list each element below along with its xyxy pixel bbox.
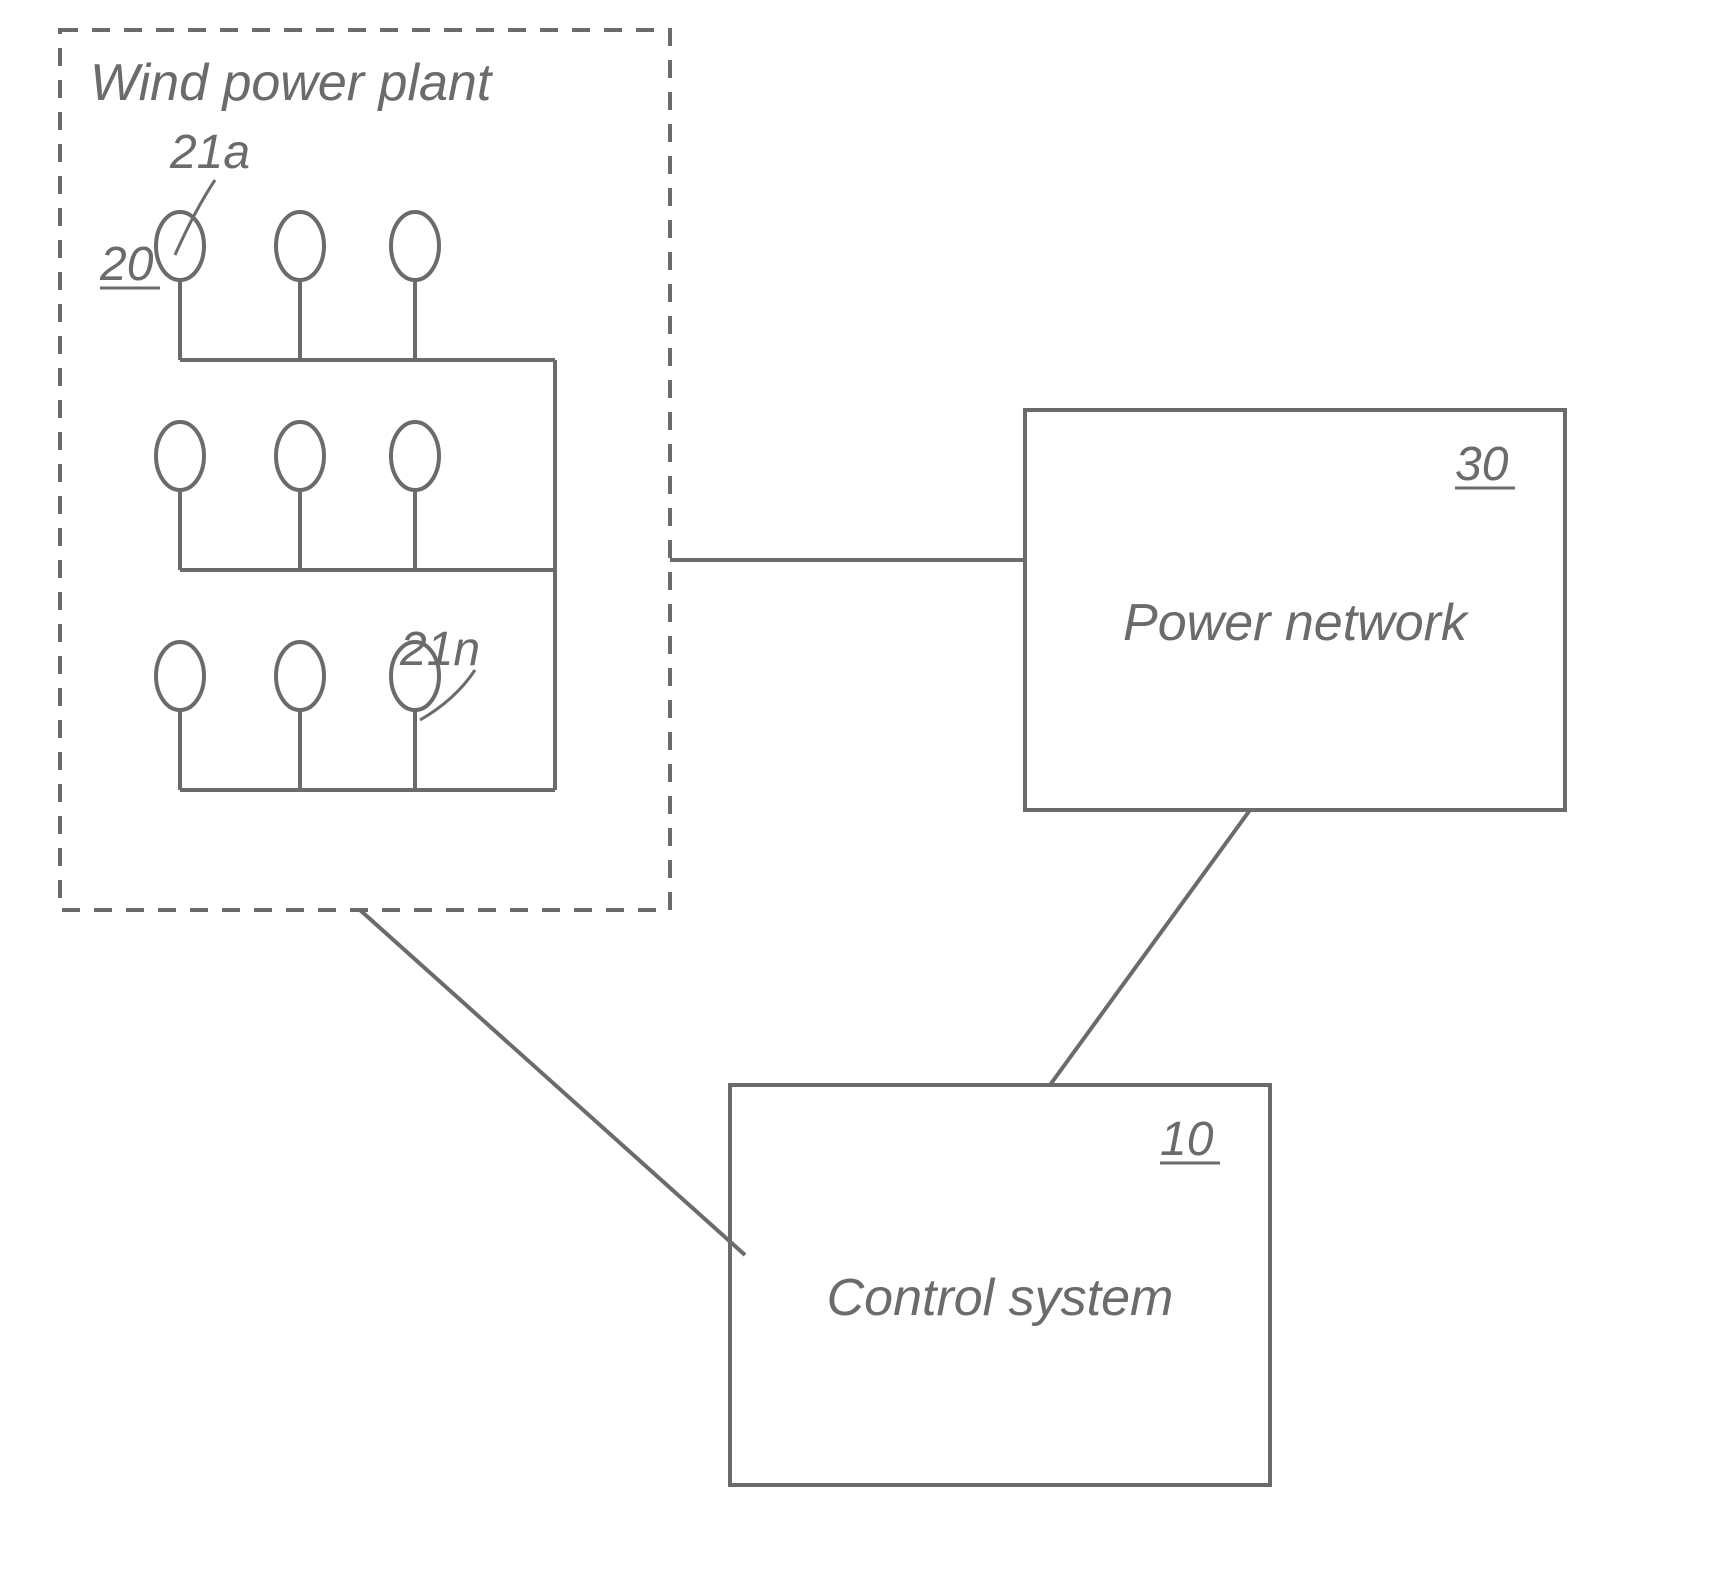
connector-network-to-control [1050, 810, 1250, 1085]
turbine-head-icon [156, 422, 204, 490]
control-system-box: 10 Control system [730, 1085, 1270, 1485]
connector-plant-to-control [360, 910, 745, 1255]
power-network-title: Power network [1123, 594, 1470, 652]
turbine-head-icon [391, 422, 439, 490]
turbine-last-ref: 21n [399, 623, 480, 676]
power-network-ref: 30 [1455, 438, 1509, 491]
wind-power-plant-ref: 20 [99, 238, 154, 291]
wind-power-plant-box: Wind power plant 20 21a 21n [60, 30, 670, 910]
control-system-ref: 10 [1160, 1113, 1214, 1166]
power-network-box: 30 Power network [1025, 410, 1565, 810]
turbine-last-ref-leader [420, 670, 475, 720]
diagram-canvas: Wind power plant 20 21a 21n 30 Power network 1… [0, 0, 1730, 1575]
control-system-title: Control system [827, 1269, 1174, 1327]
wind-power-plant-border [60, 30, 670, 910]
connectors [360, 560, 1250, 1255]
turbine-array [156, 212, 555, 790]
wind-power-plant-title: Wind power plant [90, 54, 494, 112]
turbine-first-ref: 21a [169, 126, 250, 179]
turbine-head-icon [156, 642, 204, 710]
turbine-head-icon [276, 212, 324, 280]
turbine-head-icon [276, 642, 324, 710]
turbine-head-icon [391, 212, 439, 280]
turbine-head-icon [276, 422, 324, 490]
